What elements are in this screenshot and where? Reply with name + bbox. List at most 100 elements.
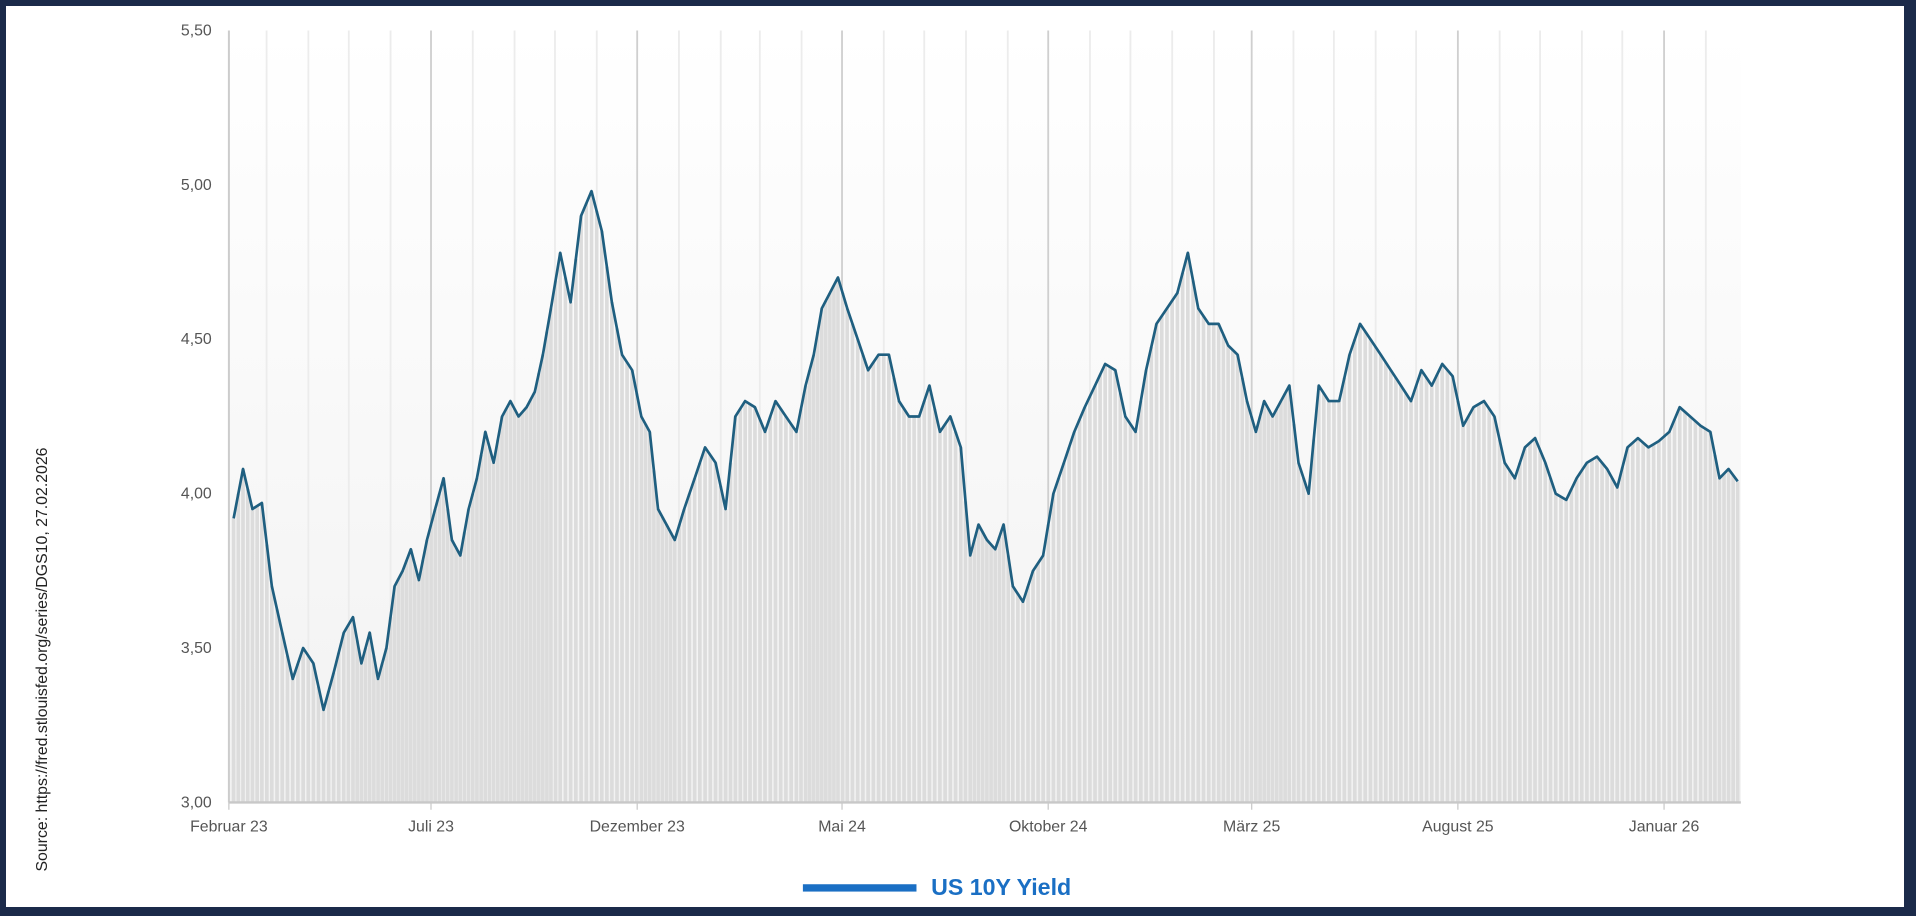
bar: [1497, 439, 1502, 803]
bar: [479, 455, 483, 803]
bar: [943, 424, 947, 803]
bar: [483, 431, 488, 803]
bar: [845, 308, 850, 803]
bar: [703, 447, 707, 803]
bar: [828, 292, 832, 803]
bar: [832, 285, 836, 803]
bar: [1072, 431, 1077, 803]
bar: [1287, 385, 1292, 803]
bar: [1735, 481, 1740, 803]
bar: [326, 691, 331, 803]
bar: [1657, 441, 1661, 803]
bar: [927, 385, 932, 803]
bar: [255, 506, 259, 803]
bar: [672, 539, 677, 803]
bar: [331, 672, 336, 803]
bar: [413, 564, 417, 803]
bar: [748, 404, 752, 803]
bar: [589, 191, 594, 803]
bar: [1118, 393, 1123, 803]
bar: [682, 509, 687, 803]
bar: [1165, 308, 1169, 803]
bar: [799, 408, 803, 803]
bar: [1358, 323, 1362, 803]
bar: [881, 354, 886, 803]
bar: [1139, 401, 1143, 803]
bar: [989, 544, 993, 803]
bar: [1006, 555, 1011, 803]
bar: [250, 509, 255, 803]
x-tick-label: Januar 26: [1629, 819, 1700, 836]
bar: [579, 215, 583, 803]
bar: [1170, 300, 1175, 803]
bar: [876, 354, 881, 803]
bar: [723, 509, 728, 803]
bar: [1450, 376, 1455, 803]
bar: [568, 302, 573, 803]
bar: [1518, 462, 1522, 803]
bar: [1128, 424, 1133, 803]
bar: [341, 632, 346, 803]
y-tick-label: 5,50: [181, 22, 212, 39]
bar: [275, 609, 279, 803]
bar: [976, 524, 981, 803]
bar: [1221, 334, 1226, 803]
bar: [372, 655, 376, 803]
bar: [599, 231, 604, 803]
bar: [563, 277, 568, 803]
bar: [647, 431, 652, 803]
bar: [363, 648, 368, 803]
bar: [425, 539, 429, 803]
bar: [958, 447, 963, 803]
bar: [306, 655, 311, 803]
bar: [1021, 601, 1025, 803]
bar: [1590, 459, 1594, 803]
bar: [1713, 455, 1717, 803]
bar: [466, 509, 471, 803]
bar: [1186, 252, 1190, 803]
bar: [462, 532, 467, 803]
bar: [336, 652, 341, 803]
bar: [1292, 424, 1296, 803]
bar: [1327, 401, 1331, 803]
bar: [1088, 396, 1092, 803]
y-tick-label: 4,50: [181, 331, 212, 348]
bar: [1722, 473, 1726, 803]
bar: [1569, 489, 1574, 803]
bar: [1389, 370, 1393, 803]
bar: [512, 408, 517, 803]
bar: [367, 632, 372, 803]
y-tick-label: 5,00: [181, 177, 212, 194]
bar: [594, 211, 599, 803]
bar: [321, 709, 326, 803]
bar: [610, 302, 614, 803]
bar: [1067, 447, 1071, 803]
bar: [789, 424, 793, 803]
bar: [811, 354, 816, 803]
bar: [1046, 524, 1051, 803]
bar: [1683, 411, 1687, 803]
bar: [1641, 442, 1646, 803]
bar: [285, 655, 290, 803]
bar: [1662, 436, 1666, 803]
bar: [892, 377, 896, 803]
bar: [718, 485, 723, 803]
bar: [1651, 444, 1656, 803]
bar: [866, 370, 870, 803]
bar: [1363, 331, 1368, 803]
bar: [392, 586, 397, 803]
bar: [738, 408, 743, 803]
bar: [1216, 323, 1221, 803]
bar: [380, 663, 385, 803]
bar: [1258, 416, 1262, 803]
bar: [917, 416, 922, 803]
bar: [516, 416, 521, 803]
bar: [1553, 493, 1558, 803]
bar: [819, 308, 824, 803]
bar: [301, 648, 305, 803]
bar: [1677, 407, 1682, 803]
bar: [1316, 385, 1321, 803]
bar: [504, 408, 509, 803]
bar: [553, 280, 558, 803]
bar: [1429, 385, 1434, 803]
